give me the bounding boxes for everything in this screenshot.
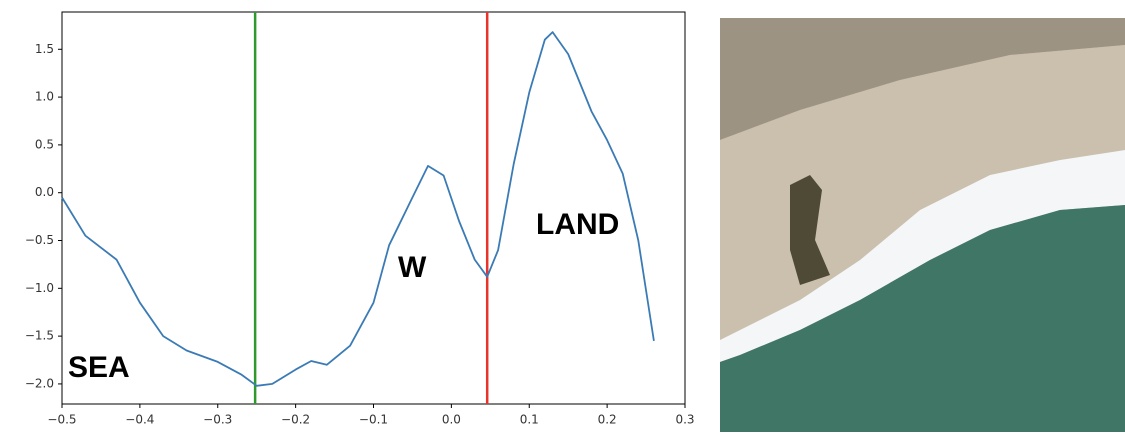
- sea-area: [720, 205, 1125, 432]
- plot: −0.5 −0.4 −0.3 −0.2 −0.1 0.0 0.1 0.2 0.3 −2.0 −1.5…: [25, 12, 695, 427]
- y-tick-label: 1.5: [35, 42, 54, 56]
- x-tick-label: 0.3: [675, 413, 694, 427]
- y-tick-label: −1.5: [25, 329, 54, 343]
- y-tick-label: 0.0: [35, 185, 54, 199]
- annotation: LAND: [536, 208, 619, 241]
- annotation: SEA: [68, 351, 130, 384]
- y-tick-label: −0.5: [25, 233, 54, 247]
- y-tick-label: 1.0: [35, 90, 54, 104]
- x-tick-label: −0.3: [203, 413, 232, 427]
- y-tick-label: −2.0: [25, 376, 54, 390]
- dark-patch: [790, 175, 830, 285]
- x-tick-label: 0.1: [520, 413, 539, 427]
- x-tick-label: −0.2: [281, 413, 310, 427]
- x-tick-label: −0.5: [47, 413, 76, 427]
- annotation: W: [398, 251, 427, 284]
- line-series: [61, 31, 655, 387]
- x-tick-label: 0.0: [442, 413, 461, 427]
- aerial-photo: [720, 18, 1125, 432]
- y-tick-label: −1.0: [25, 281, 54, 295]
- x-tick-label: −0.1: [359, 413, 388, 427]
- x-tick-label: −0.4: [125, 413, 154, 427]
- surf: [720, 150, 1125, 362]
- rock-area: [720, 18, 1125, 140]
- x-tick-label: 0.2: [598, 413, 617, 427]
- y-tick-label: 0.5: [35, 137, 54, 151]
